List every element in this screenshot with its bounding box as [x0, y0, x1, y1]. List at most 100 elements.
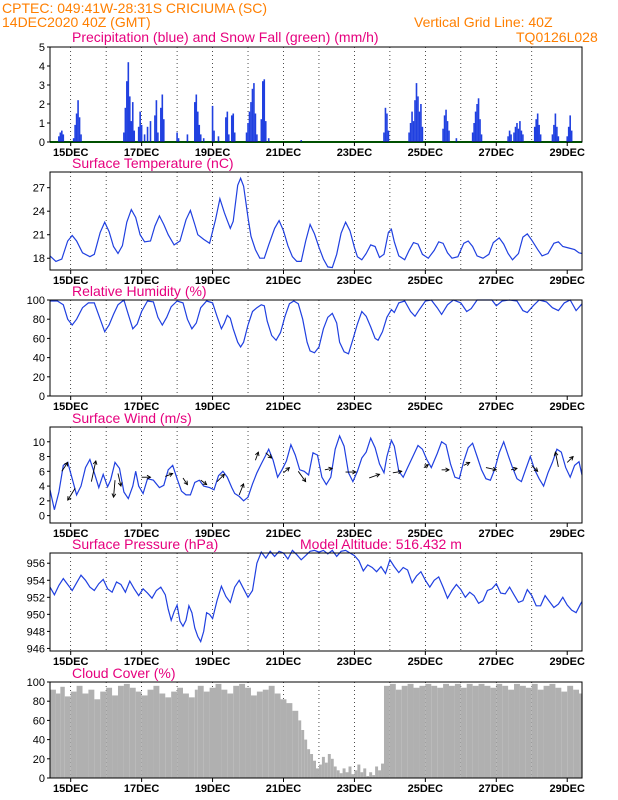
pres-xtick-label: 29DEC	[549, 656, 585, 668]
cloud-xtick-label: 17DEC	[124, 783, 160, 795]
cloud-bar	[389, 683, 396, 778]
wind-ytick-label: 2	[39, 496, 45, 508]
precip-bar	[162, 119, 165, 142]
pres-ytick-label: 954	[27, 575, 45, 587]
precip-bar	[77, 100, 79, 142]
temp-xtick-label: 27DEC	[479, 275, 515, 287]
wind-xtick-label: 15DEC	[53, 528, 89, 540]
cloud-bar	[496, 683, 503, 778]
cloud-panel: Cloud Cover (%) 0 20 40 60 80 100 15DEC 17DEC 19D…	[27, 665, 585, 795]
rh-xtick-label: 25DEC	[408, 401, 444, 413]
precip-bar	[566, 136, 569, 142]
precip-bar	[507, 136, 509, 142]
precip-bar	[217, 136, 220, 142]
temp-panel: Surface Temperature (nC) 18 21 24 27 15DEC 17D…	[33, 155, 585, 287]
cloud-ytick-label: 40	[33, 735, 45, 747]
cloud-bar	[525, 687, 532, 778]
cloud-bar	[366, 776, 370, 778]
precip-bar	[250, 102, 252, 142]
cloud-bar	[298, 720, 302, 778]
pres-xtick-label: 27DEC	[479, 656, 515, 668]
cloud-bar	[262, 689, 269, 778]
precip-ytick-label: 0	[39, 137, 45, 149]
precip-bar	[228, 134, 230, 142]
precip-bar	[408, 132, 410, 142]
wind-plot-area	[49, 427, 583, 523]
precip-bar	[247, 123, 249, 142]
cloud-bar	[324, 762, 328, 778]
precip-bar	[80, 134, 82, 142]
wind-vector-head	[183, 480, 188, 486]
wind-vector-head	[424, 464, 430, 469]
cloud-bar	[333, 766, 337, 778]
precip-bar	[131, 102, 134, 142]
wind-vector-head	[111, 493, 117, 499]
wind-vector	[90, 460, 97, 482]
rh-series-line	[50, 298, 583, 355]
precip-bar	[535, 119, 537, 142]
cloud-bar	[301, 730, 305, 778]
cloud-bar	[183, 693, 189, 778]
precip-bar	[387, 130, 390, 142]
precip-bar	[517, 128, 520, 142]
precip-ytick-label: 2	[39, 99, 45, 111]
cloud-bar	[531, 683, 538, 778]
precip-bar	[514, 126, 517, 142]
precip-bar	[409, 123, 412, 142]
wind-vector-head	[397, 469, 403, 475]
wind-vector-head	[168, 472, 174, 477]
cloud-bar	[188, 697, 195, 778]
wind-vector-head	[375, 473, 381, 478]
cloud-bar	[514, 683, 520, 778]
precip-bar	[471, 132, 474, 142]
rh-xtick-label: 21DEC	[266, 401, 302, 413]
cloud-bar	[348, 766, 352, 778]
rh-ytick-label: 40	[33, 353, 45, 365]
wind-xtick-label: 29DEC	[549, 528, 585, 540]
precip-bar	[213, 130, 215, 142]
precip-bar	[516, 123, 518, 142]
wind-xtick-label: 23DEC	[337, 528, 373, 540]
cloud-bar	[363, 768, 367, 778]
rh-panel: Relative Humidity (%) 0 20 40 60 80 100 15DEC 17…	[27, 283, 585, 413]
precip-bar	[199, 134, 202, 142]
precip-ytick-label: 4	[39, 61, 45, 73]
precip-bar	[533, 126, 536, 142]
precip-bar	[520, 130, 523, 142]
cloud-xtick-label: 27DEC	[479, 783, 515, 795]
header-grid-note: Vertical Grid Line: 40Z	[414, 14, 553, 30]
rh-ytick-label: 0	[39, 391, 45, 403]
cloud-bar	[555, 687, 562, 778]
cloud-bar	[129, 687, 136, 778]
precip-bar	[177, 138, 180, 142]
wind-xtick-label: 25DEC	[408, 528, 444, 540]
precip-bar	[75, 113, 78, 142]
precip-bar	[202, 138, 205, 142]
cloud-ytick-label: 60	[33, 715, 45, 727]
cloud-bar	[159, 693, 166, 778]
cloud-bar	[351, 774, 355, 778]
cloud-bar	[123, 683, 130, 778]
temp-ytick-label: 21	[33, 230, 45, 242]
wind-ytick-label: 4	[39, 481, 45, 493]
precip-bar	[477, 98, 480, 142]
wind-panel: Surface Wind (m/s) 0 2 4 6 8 10 15DEC 17DEC 19DEC…	[33, 410, 585, 540]
cloud-ytick-label: 0	[39, 773, 45, 785]
precip-bar	[264, 121, 267, 142]
wind-vector-head	[569, 455, 574, 461]
wind-vector-head	[63, 461, 69, 467]
precip-bar	[225, 117, 227, 142]
cloud-bar	[567, 685, 574, 778]
wind-vector	[61, 462, 69, 472]
cloud-bar	[466, 683, 473, 778]
cloud-bar	[318, 764, 322, 778]
cloud-bar	[381, 763, 384, 778]
rh-title: Relative Humidity (%)	[72, 283, 207, 299]
precip-bar	[479, 119, 481, 142]
cloud-bar	[460, 687, 467, 778]
pres-frame	[49, 552, 583, 652]
precip-bar	[232, 113, 235, 142]
cloud-bar	[194, 689, 198, 778]
precip-frame	[49, 46, 583, 143]
